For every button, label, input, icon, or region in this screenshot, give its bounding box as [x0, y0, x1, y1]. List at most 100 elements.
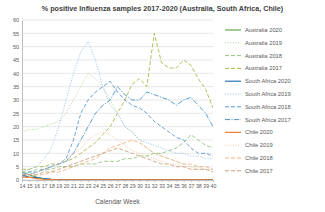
y-tick: 25 [13, 111, 22, 117]
x-tick-mark [191, 180, 192, 182]
x-tick-label: 22 [78, 183, 84, 189]
x-tick-label: 18 [49, 183, 55, 189]
x-tick: 30 [137, 180, 143, 189]
legend-swatch [225, 170, 241, 171]
y-tick-label: 50 [13, 44, 19, 50]
x-tick-mark [22, 180, 23, 182]
x-tick-label: 23 [86, 183, 92, 189]
x-tick-mark [162, 180, 163, 182]
x-tick-mark [147, 180, 148, 182]
x-tick: 33 [159, 180, 165, 189]
grid-line [22, 33, 213, 34]
series-line [22, 132, 213, 175]
legend-item: Chile 2017 [225, 168, 273, 174]
legend-item: South Africa 2018 [225, 104, 291, 110]
legend-swatch [225, 94, 241, 95]
x-tick-label: 35 [174, 183, 180, 189]
x-tick-mark [88, 180, 89, 182]
legend-item: Australia 2020 [225, 27, 282, 33]
legend-label: Chile 2018 [245, 155, 273, 161]
lines [22, 33, 213, 179]
series-line [22, 175, 213, 180]
x-axis-title: Calendar Week [95, 198, 140, 205]
x-tick-mark [206, 180, 207, 182]
y-tick-label: 40 [13, 71, 19, 77]
x-tick-mark [176, 180, 177, 182]
legend-swatch [225, 132, 241, 133]
y-tick-label: 10 [13, 151, 19, 157]
grid [22, 20, 213, 180]
x-tick-mark [59, 180, 60, 182]
x-tick-label: 20 [64, 183, 70, 189]
x-tick: 28 [122, 180, 128, 189]
x-tick-label: 32 [152, 183, 158, 189]
x-tick: 21 [71, 180, 77, 189]
x-tick: 37 [189, 180, 195, 189]
legend-swatch [225, 55, 241, 56]
series-line [22, 177, 213, 179]
y-axis: 0 5 10 15 20 25 30 35 40 45 50 55 60 [13, 17, 23, 183]
y-tick-label: 5 [16, 164, 19, 170]
x-tick-label: 28 [122, 183, 128, 189]
x-tick: 27 [115, 180, 121, 189]
y-tick-label: 35 [13, 84, 19, 90]
legend-item: South Africa 2019 [225, 91, 291, 97]
y-tick-label: 60 [13, 17, 19, 23]
x-tick: 36 [181, 180, 187, 189]
series-line [22, 41, 213, 172]
y-tick: 15 [13, 137, 22, 143]
x-tick-mark [103, 180, 104, 182]
legend-label: South Africa 2017 [245, 117, 291, 123]
legend-swatch [225, 68, 241, 69]
x-tick-label: 17 [42, 183, 48, 189]
legend-label: Australia 2019 [245, 40, 282, 46]
x-tick: 22 [78, 180, 84, 189]
x-tick-label: 25 [100, 183, 106, 189]
legend-label: South Africa 2019 [245, 91, 291, 97]
legend-label: Australia 2017 [245, 65, 282, 71]
x-tick-mark [95, 180, 96, 182]
legend-item: Australia 2018 [225, 53, 282, 59]
grid-line [22, 153, 213, 154]
x-axis: 1415161718192021222324252627282930313233… [20, 180, 217, 189]
series-line [22, 81, 213, 174]
x-tick-label: 30 [137, 183, 143, 189]
x-tick: 35 [174, 180, 180, 189]
x-tick-label: 38 [196, 183, 202, 189]
legend-label: Chile 2017 [245, 168, 273, 174]
x-tick-mark [169, 180, 170, 182]
x-tick: 40 [211, 180, 217, 189]
legend-swatch [225, 42, 241, 43]
y-tick: 30 [13, 97, 22, 103]
x-tick-label: 26 [108, 183, 114, 189]
legend-swatch [225, 145, 241, 146]
x-tick-label: 39 [203, 183, 209, 189]
x-tick-label: 15 [27, 183, 33, 189]
y-tick-label: 45 [13, 57, 19, 63]
y-tick: 55 [13, 31, 22, 37]
y-tick: 10 [13, 151, 22, 157]
y-axis-line [22, 21, 23, 181]
x-tick: 16 [34, 180, 40, 189]
x-tick-label: 24 [93, 183, 99, 189]
series-line [22, 87, 213, 178]
legend-swatch [225, 81, 241, 82]
title: % positive Influenza samples 2017-2020 (… [42, 4, 284, 13]
legend-label: Chile 2019 [245, 142, 273, 148]
x-tick-label: 16 [34, 183, 40, 189]
y-tick-label: 0 [16, 177, 19, 183]
x-tick-label: 40 [211, 183, 217, 189]
legend-swatch [225, 158, 241, 159]
x-tick: 31 [144, 180, 150, 189]
y-tick: 45 [13, 57, 22, 63]
grid-line [22, 46, 213, 47]
y-tick: 20 [13, 124, 22, 130]
x-tick-label: 33 [159, 183, 165, 189]
x-tick-mark [66, 180, 67, 182]
chart: % positive Influenza samples 2017-2020 (… [0, 0, 325, 212]
x-tick-label: 29 [130, 183, 136, 189]
grid-line [22, 73, 213, 74]
x-tick-label: 36 [181, 183, 187, 189]
x-tick: 14 [20, 180, 26, 189]
x-tick: 18 [49, 180, 55, 189]
